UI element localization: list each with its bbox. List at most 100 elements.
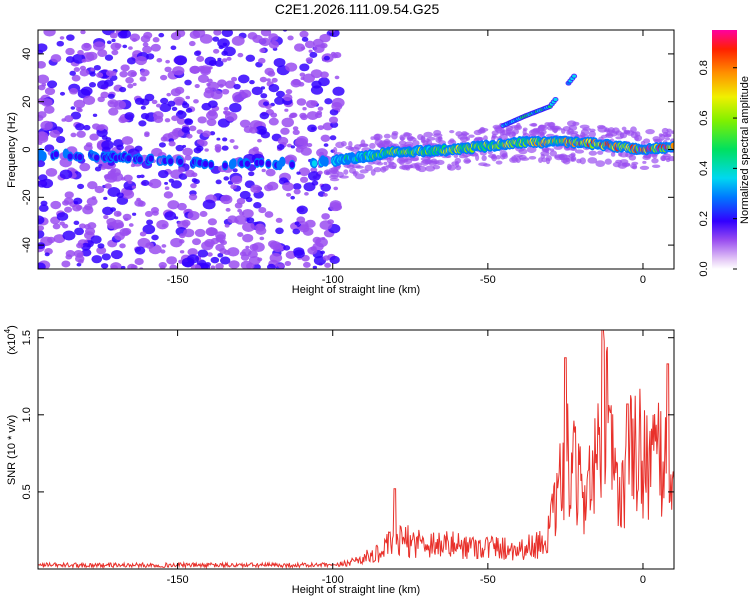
spectrogram-cell xyxy=(245,54,256,62)
spectrogram-cell xyxy=(194,228,206,238)
spectrogram-cell xyxy=(90,67,95,72)
spectrogram-cell xyxy=(587,157,598,164)
snr-y-axis-title: SNR (10 * v/v) xyxy=(6,415,18,485)
spectrogram-cell xyxy=(144,93,155,102)
spectrogram-cell xyxy=(425,165,436,172)
spectrogram-cell xyxy=(109,70,117,77)
spectrogram-cell xyxy=(197,116,207,124)
spectrogram-cell xyxy=(210,256,220,264)
spectrogram-cell xyxy=(204,262,211,267)
snr-series-line xyxy=(38,330,674,569)
spectrogram-cell xyxy=(438,136,443,140)
spectrogram-cell xyxy=(273,57,286,68)
spectrogram-cell xyxy=(428,161,438,166)
spectrogram-cell xyxy=(320,250,325,255)
spectrogram-cell xyxy=(407,135,414,141)
spectrogram-cell xyxy=(290,145,295,149)
spectrogram-cell xyxy=(106,40,112,45)
spectrogram-cell xyxy=(224,80,236,89)
colorbar-tick-label: 0.8 xyxy=(698,60,710,75)
spectrogram-cell xyxy=(84,203,93,211)
spectrogram-cell xyxy=(248,171,255,177)
spectrogram-cell xyxy=(530,122,538,127)
spectrogram-cell xyxy=(127,83,134,89)
spectrogram-cell xyxy=(38,133,49,143)
spectrogram-cell xyxy=(126,57,137,65)
spectrogram-cell xyxy=(167,200,180,210)
spectrogram-cell xyxy=(596,150,604,155)
spectrogram-cell xyxy=(59,169,73,180)
spectrogram-cell xyxy=(168,158,174,165)
spectrogram-cell xyxy=(300,76,305,81)
x-tick-label: 0 xyxy=(640,574,646,586)
spectrogram-cell xyxy=(423,131,434,138)
spectrogram-cell xyxy=(215,262,224,269)
spectrogram-cell xyxy=(73,67,81,72)
y-tick-label: 1.0 xyxy=(21,407,33,422)
spectrogram-cell xyxy=(150,207,160,214)
spectrogram-cell xyxy=(97,80,109,90)
spectrogram-cell xyxy=(631,165,638,170)
spectrogram-cell xyxy=(221,58,228,63)
spectrogram-cell xyxy=(217,38,230,49)
spectrogram-cell xyxy=(304,192,309,196)
spectrogram-cell xyxy=(204,56,217,66)
spectrogram-cell xyxy=(328,30,336,33)
spectrogram-cell xyxy=(116,144,124,151)
spectrogram-cell xyxy=(491,135,499,139)
spectrogram-cell xyxy=(566,120,577,127)
spectrogram-cell xyxy=(163,191,174,199)
colorbar-tick-label: 0.2 xyxy=(698,211,710,226)
spectrogram-cell xyxy=(259,48,266,53)
spectrogram-cell xyxy=(62,230,76,241)
spectrogram-cell xyxy=(666,128,672,133)
spectrogram-cell xyxy=(606,130,611,137)
spectrogram-cell xyxy=(91,255,103,264)
spectrogram-cell xyxy=(181,219,191,227)
spectrogram-cell xyxy=(270,112,278,118)
spectrogram-cell xyxy=(134,257,144,266)
spectrogram-cell xyxy=(595,160,606,168)
spectrogram-cell xyxy=(151,99,158,105)
spectrogram-cell xyxy=(248,255,261,266)
spectrogram-cell xyxy=(247,250,258,259)
spectrogram-cell xyxy=(92,113,98,117)
spectrogram-x-ticks: -150 -100 -50 0 xyxy=(167,30,646,286)
spectrogram-cell xyxy=(132,212,137,216)
spectrogram-cell xyxy=(97,96,105,103)
spectrogram-cell xyxy=(354,173,365,180)
spectrogram-cell xyxy=(182,102,190,109)
spectrogram-cell xyxy=(160,97,169,105)
spectrogram-y-ticks: -40 -20 0 20 40 xyxy=(21,48,674,253)
spectrogram-cell xyxy=(73,99,86,109)
spectrogram-cell xyxy=(151,234,159,241)
spectrogram-cell xyxy=(222,162,228,169)
spectrogram-cell xyxy=(670,130,674,135)
spectrogram-cell xyxy=(329,135,337,141)
spectrogram-cell xyxy=(87,222,97,230)
spectrogram-cell xyxy=(61,260,71,268)
spectrogram-cell xyxy=(44,87,56,96)
spectrogram-cell xyxy=(185,95,191,100)
spectrogram-cell xyxy=(299,63,310,72)
spectrogram-cell xyxy=(346,165,355,169)
spectrogram-cell xyxy=(135,55,148,66)
spectrogram-cell xyxy=(188,40,196,47)
spectrogram-cell xyxy=(299,30,309,38)
spectrogram-cell xyxy=(317,170,323,175)
spectrogram-cell xyxy=(279,158,285,165)
spectrogram-cell xyxy=(156,58,163,63)
spectrogram-cell xyxy=(317,106,324,111)
spectrogram-cell xyxy=(323,55,330,61)
spectrogram-cell xyxy=(164,181,169,185)
spectrogram-cell xyxy=(244,160,251,167)
spectrogram-cell xyxy=(381,140,390,148)
spectrogram-cell xyxy=(164,186,170,190)
spectrogram-cell xyxy=(74,227,84,236)
spectrogram-cell xyxy=(310,100,318,107)
spectrogram-cell xyxy=(229,102,242,113)
spectrogram-cell xyxy=(187,248,198,257)
spectrogram-cell xyxy=(38,262,46,269)
spectrogram-cell xyxy=(215,234,226,242)
spectrogram-cell xyxy=(315,237,328,248)
